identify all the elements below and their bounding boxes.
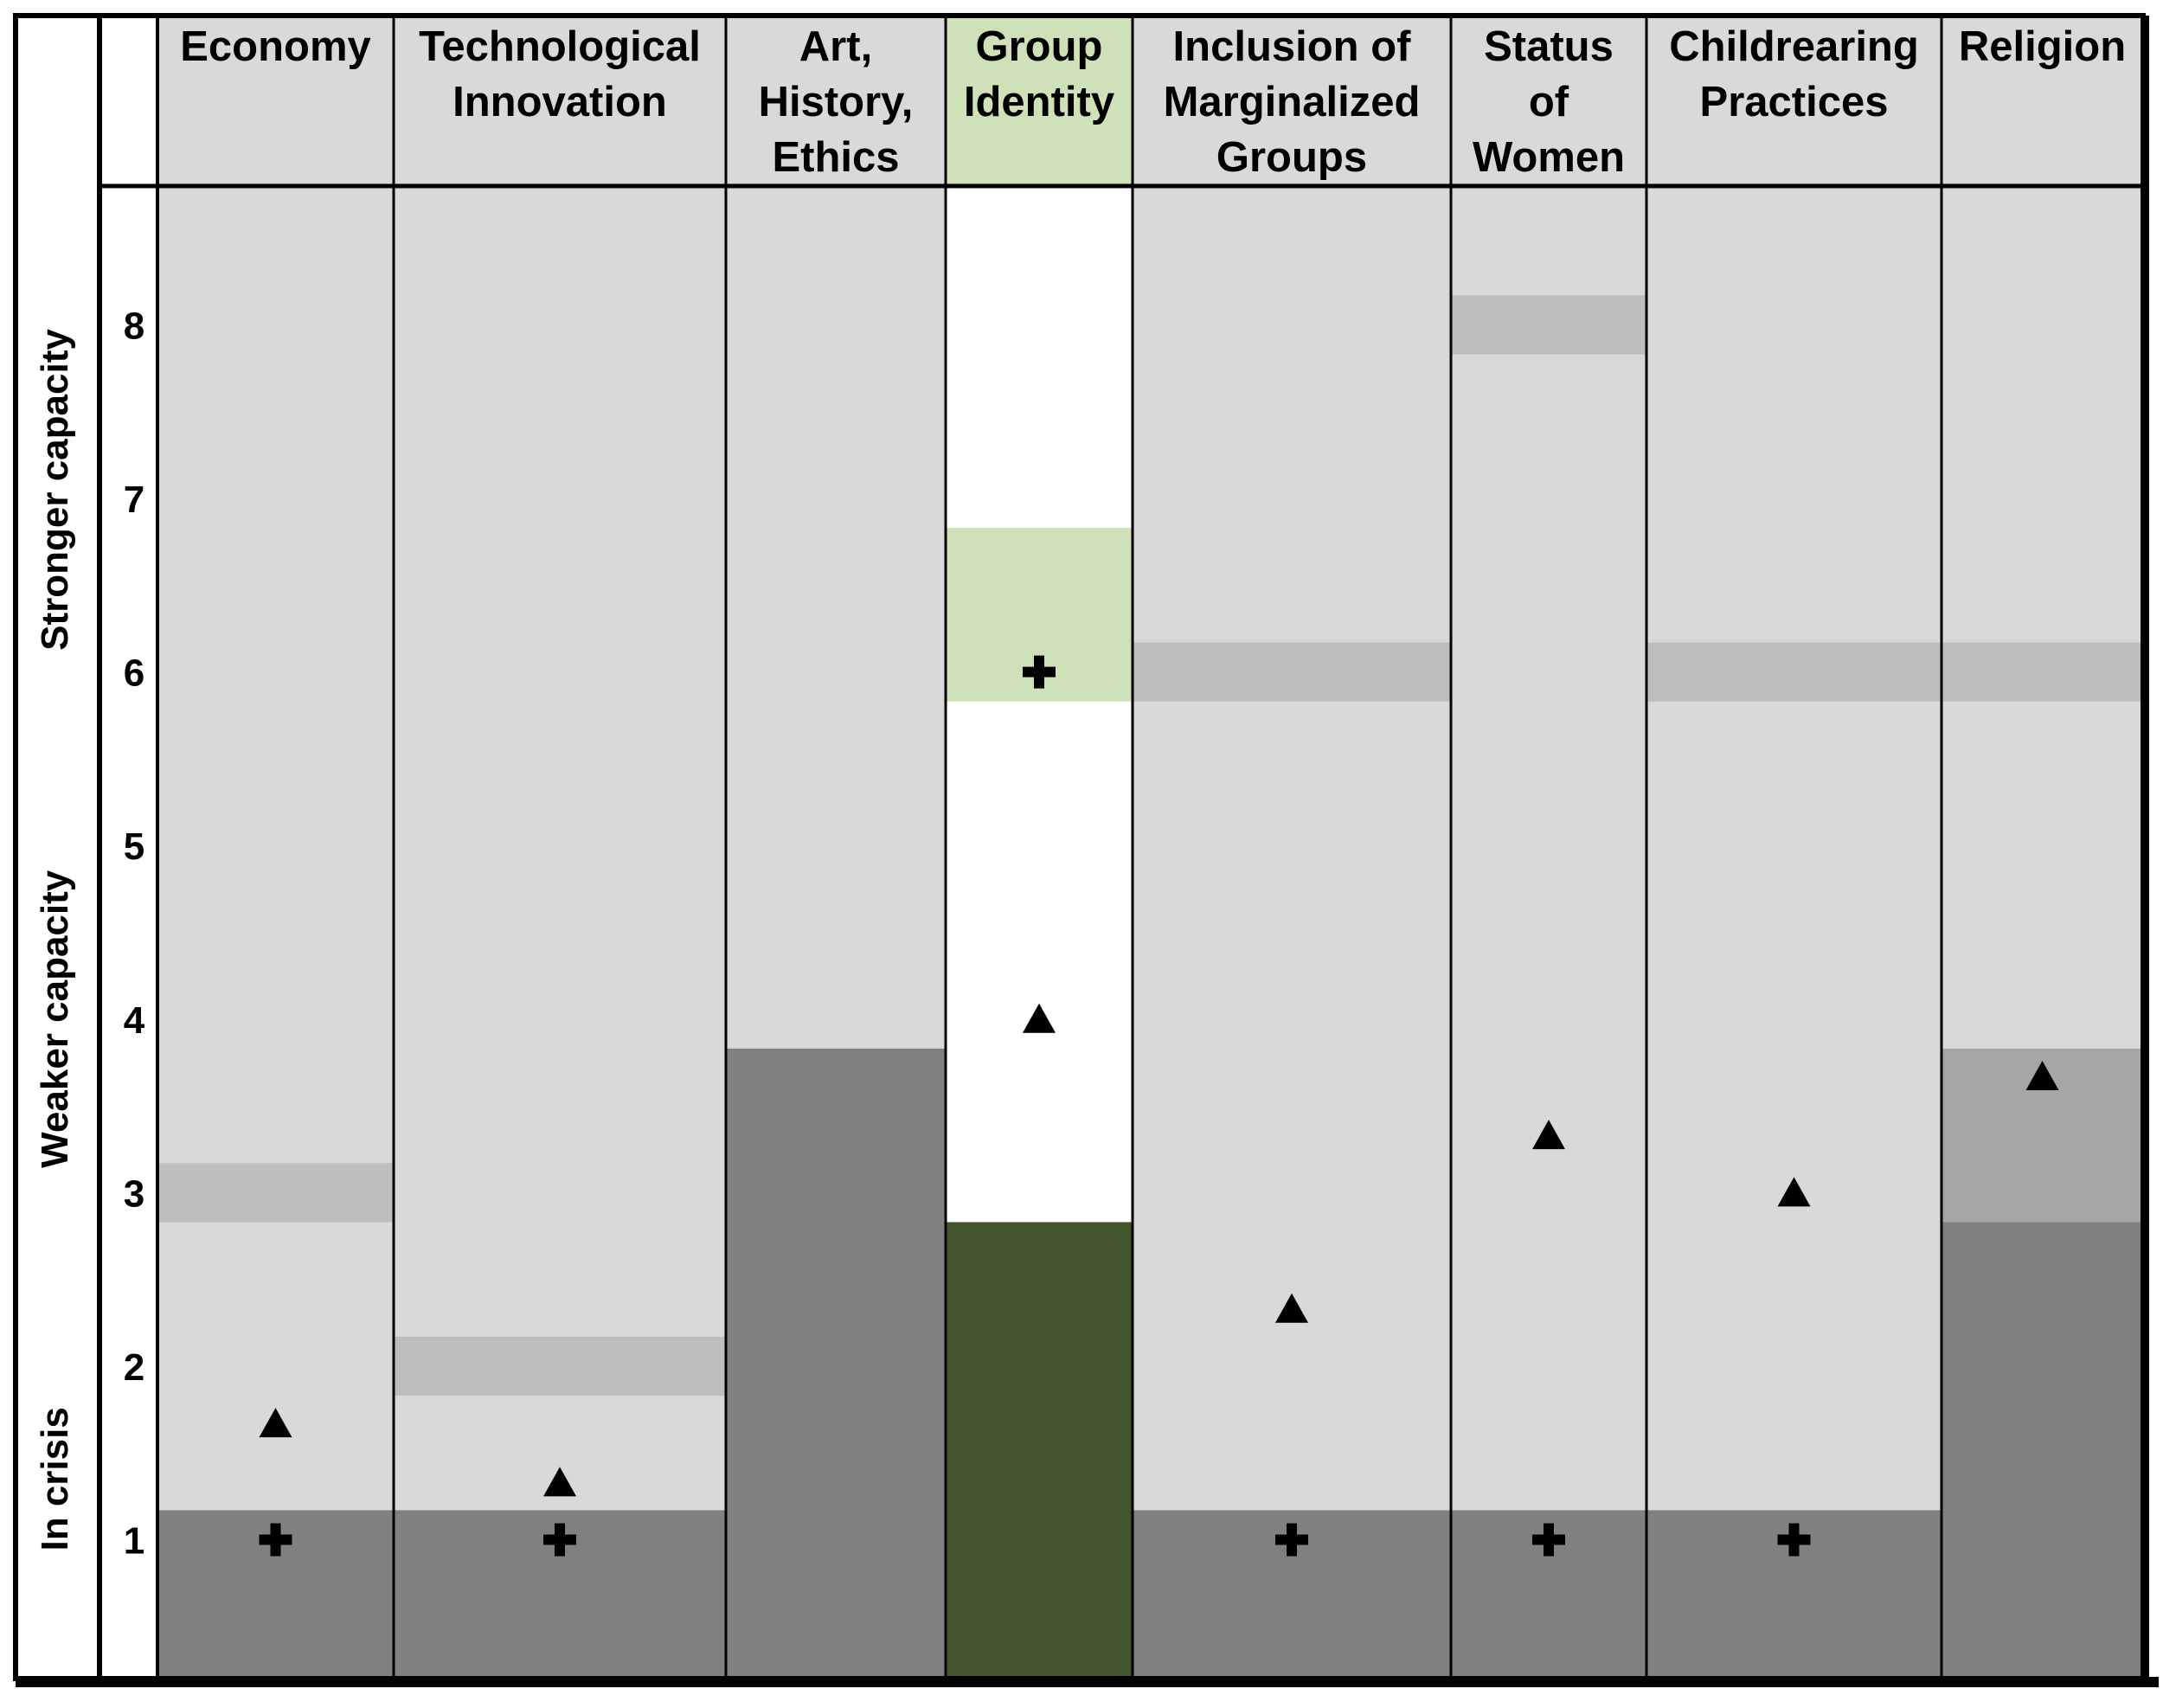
- right-border: [2141, 16, 2149, 1687]
- header-label-art-history-ethics: Art,: [799, 23, 872, 70]
- region-inclusion-of-marginalized-groups-1: [1133, 642, 1451, 702]
- header-cell-technological-innovation: [394, 16, 726, 186]
- marker-layer: [259, 655, 2059, 1557]
- side-label-in-crisis: In crisis: [34, 1407, 76, 1551]
- column-bg-status-of-women: [1451, 186, 1646, 1679]
- region-economy-1: [157, 1163, 394, 1223]
- plus-bar-v: [1287, 1523, 1297, 1557]
- plus-marker-group-identity: [1023, 655, 1056, 689]
- region-layer: [157, 295, 2143, 1679]
- header-cell-religion: [1942, 16, 2143, 186]
- header-cell-inclusion-of-marginalized-groups: [1133, 16, 1451, 186]
- plus-marker-status-of-women: [1532, 1523, 1565, 1557]
- y-tick-label: 2: [124, 1346, 144, 1389]
- plus-bar-v: [555, 1523, 565, 1557]
- header-cell-status-of-women: [1451, 16, 1646, 186]
- header-label-status-of-women: Status: [1484, 23, 1614, 70]
- header-label-technological-innovation: Technological: [419, 23, 701, 70]
- header-cell-economy: [157, 16, 394, 186]
- header-cell-group-identity: [946, 16, 1133, 186]
- header-label-art-history-ethics: Ethics: [772, 134, 899, 181]
- header-label-religion: Religion: [1959, 23, 2126, 70]
- header-label-group-identity: Identity: [964, 79, 1114, 125]
- triangle-marker-economy: [259, 1408, 292, 1438]
- plus-bar-v: [1788, 1523, 1800, 1557]
- y-tick-label: 8: [124, 305, 144, 347]
- bottom-border: [16, 1677, 2159, 1687]
- plus-bar-v: [270, 1523, 281, 1557]
- header-label-childrearing-practices: Childrearing: [1669, 23, 1919, 70]
- triangle-marker-technological-innovation: [543, 1467, 576, 1497]
- header-label-technological-innovation: Innovation: [452, 79, 667, 125]
- triangle-marker-status-of-women: [1532, 1120, 1565, 1150]
- region-religion-0: [1942, 1222, 2143, 1679]
- column-bg-childrearing-practices: [1646, 186, 1942, 1679]
- header-cell-art-history-ethics: [726, 16, 946, 186]
- y-tick-label: 1: [124, 1520, 144, 1563]
- plus-bar-v: [1034, 655, 1044, 689]
- side-panel: [16, 16, 157, 1679]
- column-bg-technological-innovation: [394, 186, 726, 1679]
- grid-layer: [13, 13, 2159, 1687]
- header-layer: Economy Technological Innovation Art, Histor…: [180, 23, 2126, 181]
- triangle-marker-religion: [2025, 1060, 2059, 1090]
- y-tick-label: 6: [124, 652, 144, 695]
- header-label-inclusion-of-marginalized-groups: Inclusion of: [1173, 23, 1412, 70]
- header-label-inclusion-of-marginalized-groups: Marginalized: [1164, 79, 1421, 125]
- header-label-inclusion-of-marginalized-groups: Groups: [1216, 134, 1367, 181]
- region-childrearing-practices-1: [1646, 642, 1942, 702]
- axis-layer: 1 2 3 4 5 6 7 8 Stronger capacity Weaker capacity…: [34, 305, 145, 1562]
- header-cell-childrearing-practices: [1646, 16, 1942, 186]
- header-label-group-identity: Group: [976, 23, 1103, 70]
- y-tick-label: 3: [124, 1172, 144, 1215]
- header-label-status-of-women: Women: [1473, 134, 1625, 181]
- region-technological-innovation-1: [394, 1336, 726, 1397]
- triangle-marker-childrearing-practices: [1777, 1177, 1811, 1207]
- plus-marker-childrearing-practices: [1777, 1523, 1811, 1557]
- plus-marker-inclusion-of-marginalized-groups: [1275, 1523, 1308, 1557]
- region-religion-2: [1942, 642, 2143, 702]
- plus-marker-technological-innovation: [543, 1523, 576, 1557]
- header-label-economy: Economy: [180, 23, 371, 70]
- side-label-stronger-capacity: Stronger capacity: [34, 329, 76, 651]
- background-layer: [16, 16, 2143, 1679]
- header-label-childrearing-practices: Practices: [1700, 79, 1889, 125]
- region-group-identity-0: [946, 1222, 1133, 1679]
- y-tick-label: 4: [124, 999, 145, 1042]
- side-label-weaker-capacity: Weaker capacity: [34, 870, 76, 1168]
- plus-marker-economy: [259, 1523, 292, 1557]
- y-tick-label: 7: [124, 478, 144, 521]
- column-bg-inclusion-of-marginalized-groups: [1133, 186, 1451, 1679]
- column-bg-economy: [157, 186, 394, 1679]
- plus-bar-v: [1544, 1523, 1554, 1557]
- region-status-of-women-1: [1451, 295, 1646, 355]
- triangle-marker-inclusion-of-marginalized-groups: [1275, 1293, 1308, 1323]
- triangle-marker-group-identity: [1023, 1003, 1056, 1033]
- header-label-status-of-women: of: [1529, 79, 1569, 125]
- header-label-art-history-ethics: History,: [759, 79, 914, 125]
- region-art-history-ethics-0: [726, 1048, 946, 1679]
- y-tick-label: 5: [124, 825, 144, 868]
